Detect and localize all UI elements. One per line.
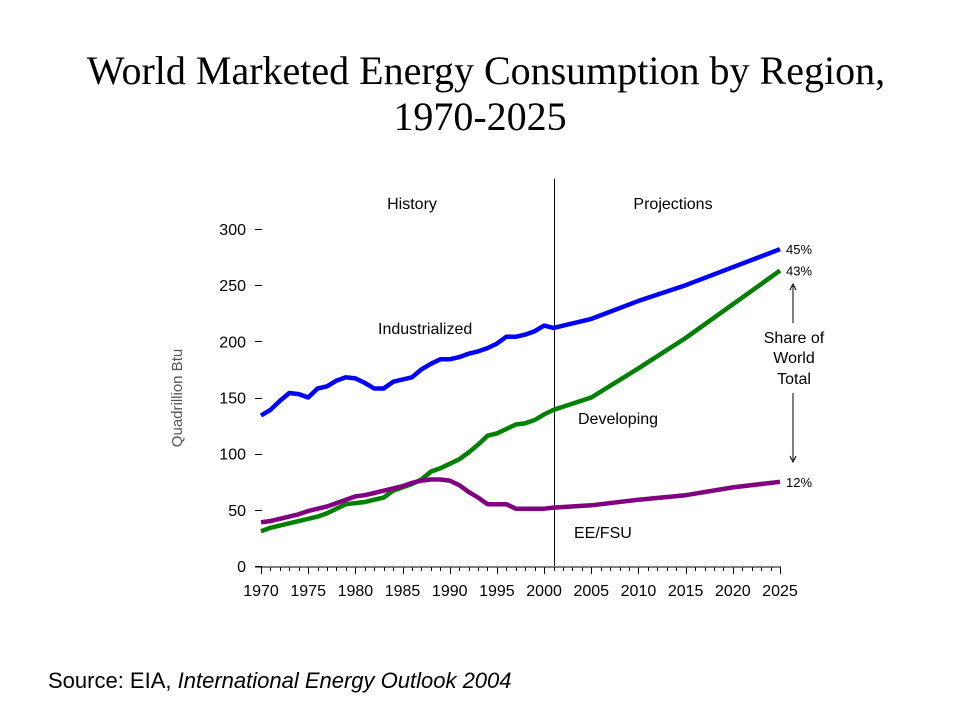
x-tick-label: 1980: [338, 583, 374, 600]
history-label: History: [387, 196, 437, 213]
y-tick-label: 150: [219, 391, 246, 408]
projections-label: Projections: [633, 196, 712, 213]
y-tick-label: 100: [219, 447, 246, 464]
x-tick-label: 2015: [668, 583, 704, 600]
x-tick-label: 1990: [432, 583, 468, 600]
x-tick-label: 1975: [290, 583, 326, 600]
share-label-line-2: World: [773, 350, 815, 367]
share-label-line-3: Total: [777, 371, 811, 388]
series-line-developing: [260, 268, 782, 534]
source-prefix: Source: EIA,: [48, 668, 178, 693]
x-tick-label: 2020: [715, 583, 751, 600]
series-line-ee-fsu: [260, 477, 781, 525]
series-line-industrialized: [259, 247, 781, 418]
title-line-2: 1970-2025: [393, 94, 567, 139]
y-axis-label: Quadrillion Btu: [169, 349, 186, 447]
x-tick-label: 1970: [243, 583, 279, 600]
share-label-industrialized: 45%: [786, 242, 812, 257]
source-publication: International Energy Outlook 2004: [177, 668, 512, 693]
axes: 1970 1975 1980 1985 1990 1995 2000 2005 2010 2015…: [219, 179, 798, 600]
source-citation: Source: EIA, International Energy Outloo…: [48, 668, 512, 694]
share-arrow-up: [789, 282, 797, 323]
y-tick-label: 0: [237, 559, 246, 576]
x-tick-label: 2025: [762, 583, 798, 600]
share-arrow-down: [789, 393, 797, 464]
share-label-line-1: Share of: [764, 330, 825, 347]
series-lines: 45% 43% 12%: [259, 242, 812, 534]
slide-title: World Marketed Energy Consumption by Reg…: [0, 48, 960, 140]
y-tick-label: 250: [219, 278, 246, 295]
title-line-1: World Marketed Energy Consumption by Reg…: [86, 48, 886, 93]
share-label-developing: 43%: [786, 264, 812, 279]
x-tick-label: 2000: [526, 583, 562, 600]
developing-label: Developing: [578, 411, 658, 428]
eefsu-label: EE/FSU: [574, 525, 632, 542]
x-tick-label: 1985: [385, 583, 421, 600]
y-tick-label: 50: [228, 503, 246, 520]
x-tick-label: 1995: [479, 583, 515, 600]
x-tick-label: 2010: [621, 583, 657, 600]
y-tick-label: 200: [219, 334, 246, 351]
industrialized-label: Industrialized: [378, 321, 472, 338]
y-tick-label: 300: [219, 222, 246, 239]
x-tick-label: 2005: [573, 583, 609, 600]
share-label-ee-fsu: 12%: [786, 475, 812, 490]
